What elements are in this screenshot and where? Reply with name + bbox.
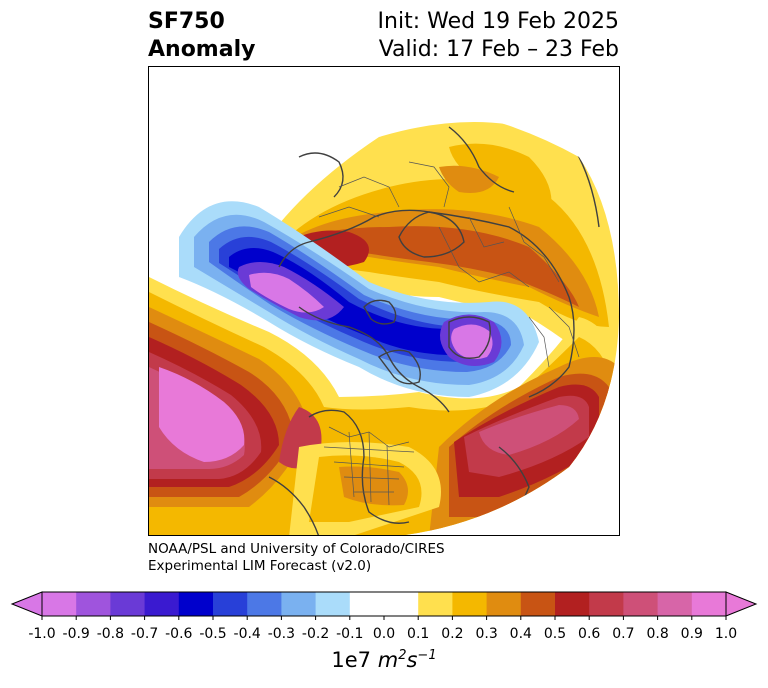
- colorbar-swatch: [110, 592, 146, 616]
- map-panel: [148, 66, 620, 536]
- colorbar-swatch: [691, 592, 727, 616]
- colorbar-tick-label: -0.8: [96, 626, 125, 642]
- units-prefix: 1e7: [331, 648, 378, 672]
- credit-line-1: NOAA/PSL and University of Colorado/CIRE…: [148, 541, 445, 557]
- colorbar-swatch: [384, 592, 419, 616]
- colorbar-extend-min: [10, 591, 43, 617]
- units-m: m: [377, 648, 399, 672]
- colorbar-tick-label: 0.6: [578, 626, 601, 642]
- positive-anomaly-south: [149, 277, 619, 535]
- colorbar-tick-label: 0.9: [680, 626, 703, 642]
- colorbar-units: 1e7 m2s−1: [0, 648, 768, 672]
- colorbar-swatch: [213, 592, 248, 616]
- units-s-exponent: −1: [417, 648, 437, 663]
- anomaly-map: [149, 102, 619, 535]
- colorbar-tick-label: -0.5: [199, 626, 227, 642]
- colorbar-swatch: [144, 592, 180, 616]
- colorbar-swatch: [349, 592, 385, 616]
- colorbar-tick-label: 0.1: [407, 626, 430, 642]
- colorbar-swatch: [281, 592, 317, 616]
- colorbar-tick-label: -0.2: [301, 626, 330, 642]
- credit-line-2: Experimental LIM Forecast (v2.0): [148, 558, 372, 574]
- political-borders: [318, 161, 580, 506]
- colorbar-tick-label: 1.0: [714, 626, 738, 642]
- colorbar-swatch: [520, 592, 556, 616]
- colorbar-swatch: [623, 592, 659, 616]
- colorbar-tick-label: 0.5: [543, 626, 567, 642]
- colorbar-tick-label: -0.3: [267, 626, 296, 642]
- colorbar-swatch: [42, 592, 77, 616]
- credit-text: NOAA/PSL and University of Colorado/CIRE…: [148, 541, 445, 575]
- colorbar-tick-label: 0.8: [646, 626, 669, 642]
- colorbar-extend-max: [725, 591, 758, 617]
- units-m-exponent: 2: [398, 648, 407, 663]
- title-valid-range: Valid: 17 Feb – 23 Feb: [378, 37, 619, 62]
- colorbar-swatch: [657, 592, 693, 616]
- title-left: SF750 Anomaly: [148, 8, 255, 64]
- colorbar-tick-labels: -1.0 -0.9 -0.8 -0.7 -0.6 -0.5 -0.4 -0.3 -0.2 -0.1…: [0, 626, 768, 646]
- colorbar-swatch: [486, 592, 522, 616]
- colorbar-tick-label: -0.6: [165, 626, 193, 642]
- colorbar-tick-label: 0.2: [441, 626, 464, 642]
- positive-anomaly-north: [249, 122, 619, 387]
- colorbar-tick-label: -0.9: [62, 626, 90, 642]
- colorbar-tick-label: 0.7: [612, 626, 635, 642]
- colorbar-swatch: [589, 592, 624, 616]
- colorbar-tick-label: -1.0: [28, 626, 56, 642]
- colorbar-swatch: [452, 592, 488, 616]
- colorbar-swatch: [555, 592, 590, 616]
- colorbar-tick-label: -0.7: [130, 626, 159, 642]
- colorbar-swatch: [315, 592, 351, 616]
- colorbar-tick-label: 0.3: [475, 626, 498, 642]
- colorbar-tick-label: 0.4: [509, 626, 532, 642]
- colorbar-tick-label: 0.0: [372, 626, 396, 642]
- title-right: Init: Wed 19 Feb 2025 Valid: 17 Feb – 23…: [378, 8, 619, 64]
- title-init-date: Init: Wed 19 Feb 2025: [377, 9, 619, 34]
- colorbar-tick-label: -0.1: [336, 626, 364, 642]
- units-s: s: [406, 648, 418, 672]
- colorbar-swatch: [178, 592, 214, 616]
- title-anomaly: Anomaly: [148, 37, 256, 62]
- title-variable: SF750: [148, 9, 225, 34]
- colorbar-swatch: [76, 592, 111, 616]
- colorbar: [10, 591, 758, 620]
- coastlines: [268, 106, 600, 535]
- colorbar-tick-label: -0.4: [233, 626, 261, 642]
- colorbar-swatch: [247, 592, 282, 616]
- colorbar-swatch: [418, 592, 453, 616]
